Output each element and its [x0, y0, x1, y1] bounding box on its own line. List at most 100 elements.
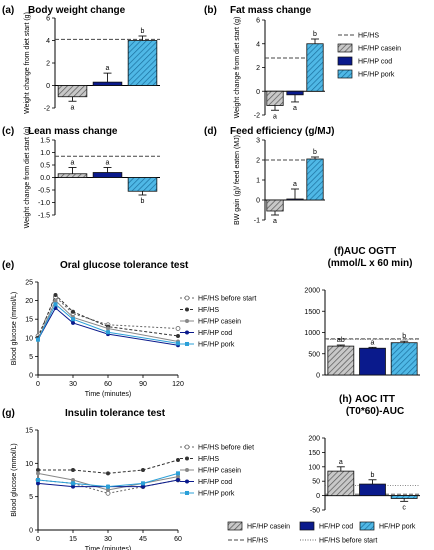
x-tick-label: 15: [69, 536, 77, 543]
data-point: [106, 330, 110, 335]
y-tick-label: -0.5: [38, 188, 50, 195]
bar: [286, 198, 304, 201]
legend-swatch: [359, 521, 375, 531]
y-axis-label: Weight change from diet start (g): [24, 12, 31, 114]
legend-label: HF/HP casein: [247, 524, 290, 531]
bar: [359, 347, 386, 376]
data-point: [71, 484, 75, 489]
legend-label: HF/HP casein: [198, 468, 241, 475]
y-tick-label: 5: [29, 354, 33, 361]
bar: [57, 173, 88, 178]
legend-swatch: [227, 521, 243, 531]
y-tick-label: 1.5: [40, 138, 50, 145]
data-point: [141, 468, 145, 472]
y-axis-label: Blood glucose (mmol/L): [11, 443, 18, 517]
legend-swatch: [337, 43, 353, 53]
significance-label: a: [273, 218, 277, 225]
y-tick-label: 2: [256, 65, 260, 72]
bar: [127, 177, 158, 192]
bar: [266, 90, 284, 106]
y-tick-label: 15: [25, 428, 33, 435]
panel-title: AOC ITT: [355, 394, 395, 405]
data-point: [36, 481, 40, 486]
bar: [92, 81, 123, 86]
legend-marker: [185, 307, 189, 312]
legend-label: HF/HS: [358, 33, 379, 40]
y-tick-label: 15: [25, 317, 33, 324]
y-tick-label: -1: [254, 218, 260, 225]
y-tick-label: 6: [256, 18, 260, 25]
data-point: [71, 468, 75, 472]
legend-label: HF/HP pork: [358, 72, 395, 79]
y-tick-label: 0: [46, 83, 50, 90]
y-tick-label: 1500: [304, 309, 320, 316]
data-point: [176, 471, 180, 476]
x-tick-label: 60: [104, 381, 112, 388]
panel-title: AUC OGTT: [344, 246, 396, 257]
data-point: [53, 293, 58, 298]
significance-label: a: [371, 339, 375, 346]
data-point: [71, 317, 75, 322]
legend-marker: [184, 444, 190, 450]
significance-label: b: [402, 333, 406, 340]
y-tick-label: 50: [312, 479, 320, 486]
legend-label: HF/HS: [198, 456, 219, 463]
y-tick-label: -1.5: [38, 213, 50, 220]
y-axis-label: BW gain (g)/ feed eaten (MJ): [234, 135, 241, 225]
data-point: [176, 478, 180, 482]
data-point: [36, 478, 40, 482]
x-axis-label: Time (minutes): [85, 546, 131, 550]
legend-label: HF/HP cod: [198, 479, 232, 486]
x-tick-label: 30: [69, 381, 77, 388]
data-point: [71, 320, 75, 325]
y-tick-label: 100: [308, 464, 320, 471]
data-point: [36, 337, 40, 342]
data-point: [106, 488, 110, 492]
data-point: [176, 333, 180, 338]
legend-label: HF/HP casein: [198, 319, 241, 326]
bar: [306, 43, 324, 92]
data-point: [36, 471, 40, 476]
significance-label: b: [141, 28, 145, 35]
legend-label: HF/HS: [247, 538, 268, 545]
legend-label: HF/HP pork: [198, 491, 235, 498]
legend-label: HF/HS before start: [198, 296, 256, 303]
legend-label: HF/HP cod: [319, 524, 353, 531]
panel-subtitle: (T0*60)-AUC: [346, 406, 404, 417]
y-tick-label: 0: [316, 493, 320, 500]
x-axis-label: Time (minutes): [85, 391, 131, 398]
y-tick-label: 4: [46, 38, 50, 45]
y-tick-label: 2000: [304, 288, 320, 295]
y-tick-label: 1.0: [40, 150, 50, 157]
panel-letter: (h): [339, 394, 352, 405]
panel-title: Insulin tolerance test: [65, 408, 166, 419]
y-tick-label: 0: [256, 198, 260, 205]
legend-marker: [185, 491, 189, 495]
legend-label: HF/HP pork: [198, 342, 235, 349]
y-tick-label: 25: [25, 280, 33, 287]
significance-label: b: [313, 31, 317, 38]
bar: [57, 85, 88, 98]
y-tick-label: 2: [256, 158, 260, 165]
significance-label: b: [141, 198, 145, 205]
y-axis-label: Blood glucose (mmol/L): [11, 292, 18, 366]
panel-title: Oral glucose tolerance test: [60, 260, 189, 271]
legend-marker: [185, 319, 189, 323]
y-tick-label: 5: [29, 494, 33, 501]
legend-swatch: [299, 521, 315, 531]
y-tick-label: 3: [256, 138, 260, 145]
significance-label: a: [273, 113, 277, 120]
y-tick-label: 20: [25, 298, 33, 305]
x-tick-label: 90: [139, 381, 147, 388]
x-tick-label: 60: [174, 536, 182, 543]
y-tick-label: 200: [308, 436, 320, 443]
panel-letter: (d): [204, 126, 217, 137]
y-tick-label: 150: [308, 450, 320, 457]
panel-letter: (c): [2, 126, 14, 137]
data-point: [176, 458, 180, 462]
bar: [266, 199, 284, 212]
legend-label: HF/HP cod: [198, 330, 232, 337]
significance-label: a: [339, 459, 343, 466]
data-point: [141, 481, 145, 486]
y-tick-label: 0: [256, 89, 260, 96]
